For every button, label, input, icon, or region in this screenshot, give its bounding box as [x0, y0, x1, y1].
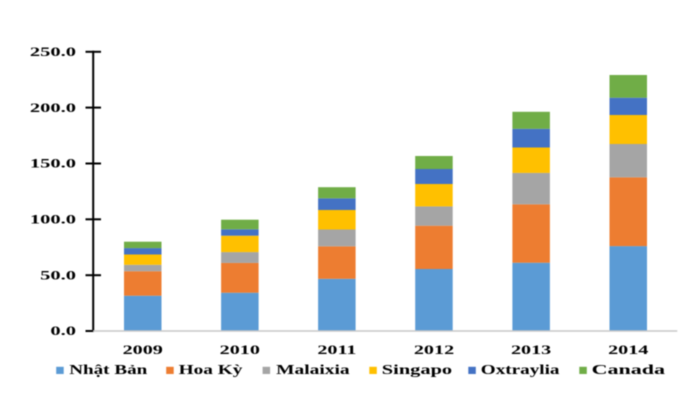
svg-text:Oxtraylia: Oxtraylia — [481, 361, 560, 377]
svg-text:150.0: 150.0 — [30, 156, 76, 170]
svg-text:Singapo: Singapo — [382, 361, 453, 377]
svg-text:250.0: 250.0 — [30, 45, 76, 59]
svg-text:2013: 2013 — [511, 342, 551, 357]
svg-text:2009: 2009 — [123, 342, 163, 357]
svg-text:2011: 2011 — [317, 342, 356, 357]
svg-text:Canada: Canada — [592, 362, 665, 377]
svg-text:200.0: 200.0 — [30, 100, 76, 114]
svg-text:100.0: 100.0 — [30, 212, 76, 226]
svg-text:Malaixia: Malaixia — [276, 362, 350, 378]
svg-text:2014: 2014 — [608, 342, 649, 357]
svg-text:2012: 2012 — [414, 342, 454, 357]
svg-text:Nhật Bản: Nhật Bản — [69, 361, 148, 377]
svg-text:0.0: 0.0 — [50, 324, 76, 338]
svg-text:2010: 2010 — [220, 342, 260, 357]
svg-text:Hoa Kỳ: Hoa Kỳ — [179, 362, 243, 378]
svg-text:50.0: 50.0 — [40, 268, 76, 282]
